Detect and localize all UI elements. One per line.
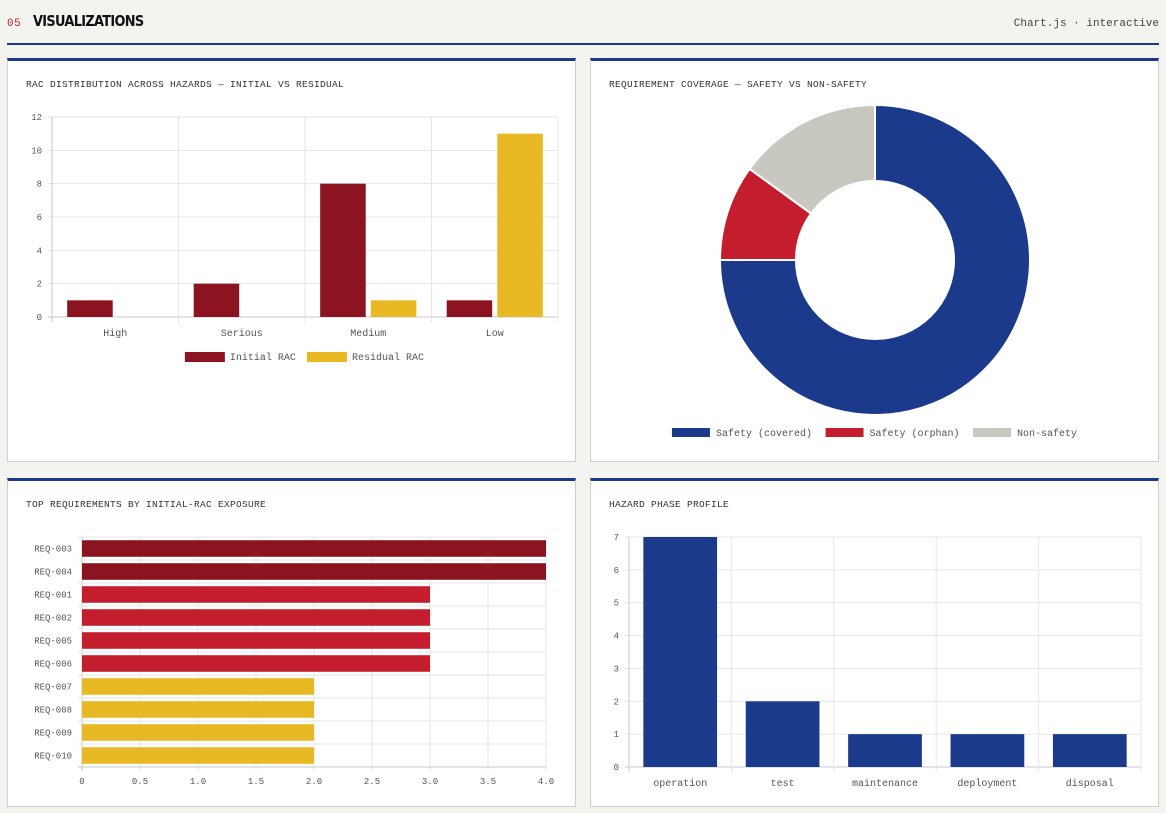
- y-tick-label: REQ-001: [34, 591, 72, 601]
- legend-swatch: [973, 428, 1012, 437]
- bar-operation: [643, 537, 718, 767]
- bar-req-002: [82, 609, 430, 626]
- x-tick-label: 2.5: [364, 777, 380, 787]
- y-tick-label: REQ-005: [34, 637, 72, 647]
- doughnut-slice-non-safety: [748, 103, 876, 215]
- panel-title: REQUIREMENT COVERAGE — SAFETY VS NON-SAF…: [609, 79, 868, 90]
- bar-req-001: [82, 586, 430, 603]
- y-tick-label: 0: [614, 763, 619, 773]
- x-tick-label: High: [103, 328, 127, 340]
- legend-label: Safety (orphan): [870, 428, 960, 440]
- bar-req-005: [82, 632, 430, 649]
- bar-req-004: [82, 563, 546, 580]
- hazard-phase-chart[interactable]: 0 1 2 3 4 5 6 7 operation test maintenance deployme…: [591, 481, 1160, 810]
- y-tick-label: REQ-009: [34, 729, 72, 739]
- legend-label: Initial RAC: [230, 352, 296, 364]
- y-tick-label: REQ-006: [34, 660, 72, 670]
- x-tick-label: 1.5: [248, 777, 264, 787]
- y-tick-label: 4: [37, 246, 42, 256]
- y-tick-label: 1: [614, 730, 619, 740]
- bar-disposal: [1052, 734, 1127, 767]
- y-tick-label: REQ-004: [34, 568, 72, 578]
- y-tick-label: 2: [614, 697, 619, 707]
- bar-req-008: [82, 701, 314, 718]
- x-tick-label: Medium: [350, 328, 386, 340]
- bar-req-007: [82, 678, 314, 695]
- legend-swatch: [671, 428, 710, 437]
- bar-test: [745, 701, 820, 767]
- bar-req-003: [82, 540, 546, 557]
- bar-deployment: [950, 734, 1025, 767]
- x-tick-label: 2.0: [306, 777, 322, 787]
- bar-req-010: [82, 747, 314, 764]
- y-tick-label: REQ-007: [34, 683, 72, 693]
- y-tick-label: 4: [614, 632, 619, 642]
- section-title: VISUALIZATIONS: [33, 12, 144, 30]
- bar-req-009: [82, 724, 314, 741]
- x-tick-label: operation: [653, 778, 707, 790]
- bar-initial-rac: [193, 283, 240, 317]
- legend-swatch: [306, 352, 347, 362]
- panel-title: RAC DISTRIBUTION ACROSS HAZARDS — INITIA…: [26, 79, 345, 90]
- requirement-coverage-panel: REQUIREMENT COVERAGE — SAFETY VS NON-SAF…: [590, 58, 1159, 462]
- hazard-phase-panel: HAZARD PHASE PROFILE 0 1 2 3 4 5 6 7 operation te…: [590, 478, 1159, 807]
- y-tick-label: 10: [31, 146, 42, 156]
- legend-label: Safety (covered): [716, 428, 812, 440]
- bar-residual-rac: [370, 300, 417, 317]
- top-requirements-chart[interactable]: 0 0.5 1.0 1.5 2.0 2.5 3.0 3.5 4.0 REQ-003 REQ-004 R…: [8, 481, 577, 810]
- bar-initial-rac: [67, 300, 113, 317]
- x-tick-label: Serious: [221, 328, 263, 340]
- y-tick-label: REQ-008: [34, 706, 72, 716]
- y-tick-label: 8: [37, 180, 42, 190]
- y-tick-label: 6: [37, 213, 42, 223]
- panel-title: TOP REQUIREMENTS BY INITIAL-RAC EXPOSURE: [26, 499, 267, 510]
- bar-initial-rac: [446, 300, 493, 317]
- legend-label: Non-safety: [1017, 428, 1077, 440]
- x-tick-label: 0.5: [132, 777, 148, 787]
- y-tick-label: 7: [614, 533, 619, 543]
- section-header: 05 VISUALIZATIONS Chart.js · interactive: [7, 0, 1159, 45]
- legend-label: Residual RAC: [352, 352, 424, 364]
- y-tick-label: 3: [614, 664, 619, 674]
- bar-initial-rac: [320, 183, 366, 317]
- x-tick-label: 1.0: [190, 777, 206, 787]
- requirement-coverage-chart[interactable]: Safety (covered) Safety (orphan) Non-safet…: [591, 61, 1160, 465]
- section-meta: Chart.js · interactive: [1013, 18, 1159, 30]
- section-number: 05: [7, 18, 22, 30]
- top-requirements-panel: TOP REQUIREMENTS BY INITIAL-RAC EXPOSURE…: [7, 478, 576, 807]
- legend-swatch: [825, 428, 864, 437]
- y-tick-label: REQ-010: [34, 752, 72, 762]
- y-tick-label: 2: [37, 280, 42, 290]
- x-tick-label: Low: [486, 329, 504, 340]
- x-tick-label: disposal: [1066, 778, 1114, 790]
- x-tick-label: 0: [79, 777, 84, 787]
- x-tick-label: 3.0: [422, 777, 438, 787]
- x-tick-label: 4.0: [538, 777, 554, 787]
- legend-swatch: [184, 352, 225, 362]
- x-tick-label: deployment: [957, 778, 1017, 790]
- y-tick-label: 5: [614, 599, 619, 609]
- rac-distribution-chart[interactable]: 0 2 4 6 8 10 12 High Serious Medium Low Initial RAC…: [8, 61, 577, 465]
- bar-maintenance: [848, 734, 922, 767]
- y-tick-label: 6: [614, 566, 619, 576]
- rac-distribution-panel: RAC DISTRIBUTION ACROSS HAZARDS — INITIA…: [7, 58, 576, 462]
- x-tick-label: test: [771, 779, 795, 790]
- doughnut-slice-safety-covered: [718, 103, 1031, 416]
- y-tick-label: 0: [37, 313, 42, 323]
- panel-title: HAZARD PHASE PROFILE: [609, 499, 730, 510]
- x-tick-label: 3.5: [480, 777, 496, 787]
- bar-residual-rac: [497, 133, 543, 317]
- x-tick-label: maintenance: [852, 778, 918, 790]
- y-tick-label: REQ-003: [34, 545, 72, 555]
- y-tick-label: REQ-002: [34, 614, 72, 624]
- y-tick-label: 12: [31, 113, 42, 123]
- bar-req-006: [82, 655, 430, 672]
